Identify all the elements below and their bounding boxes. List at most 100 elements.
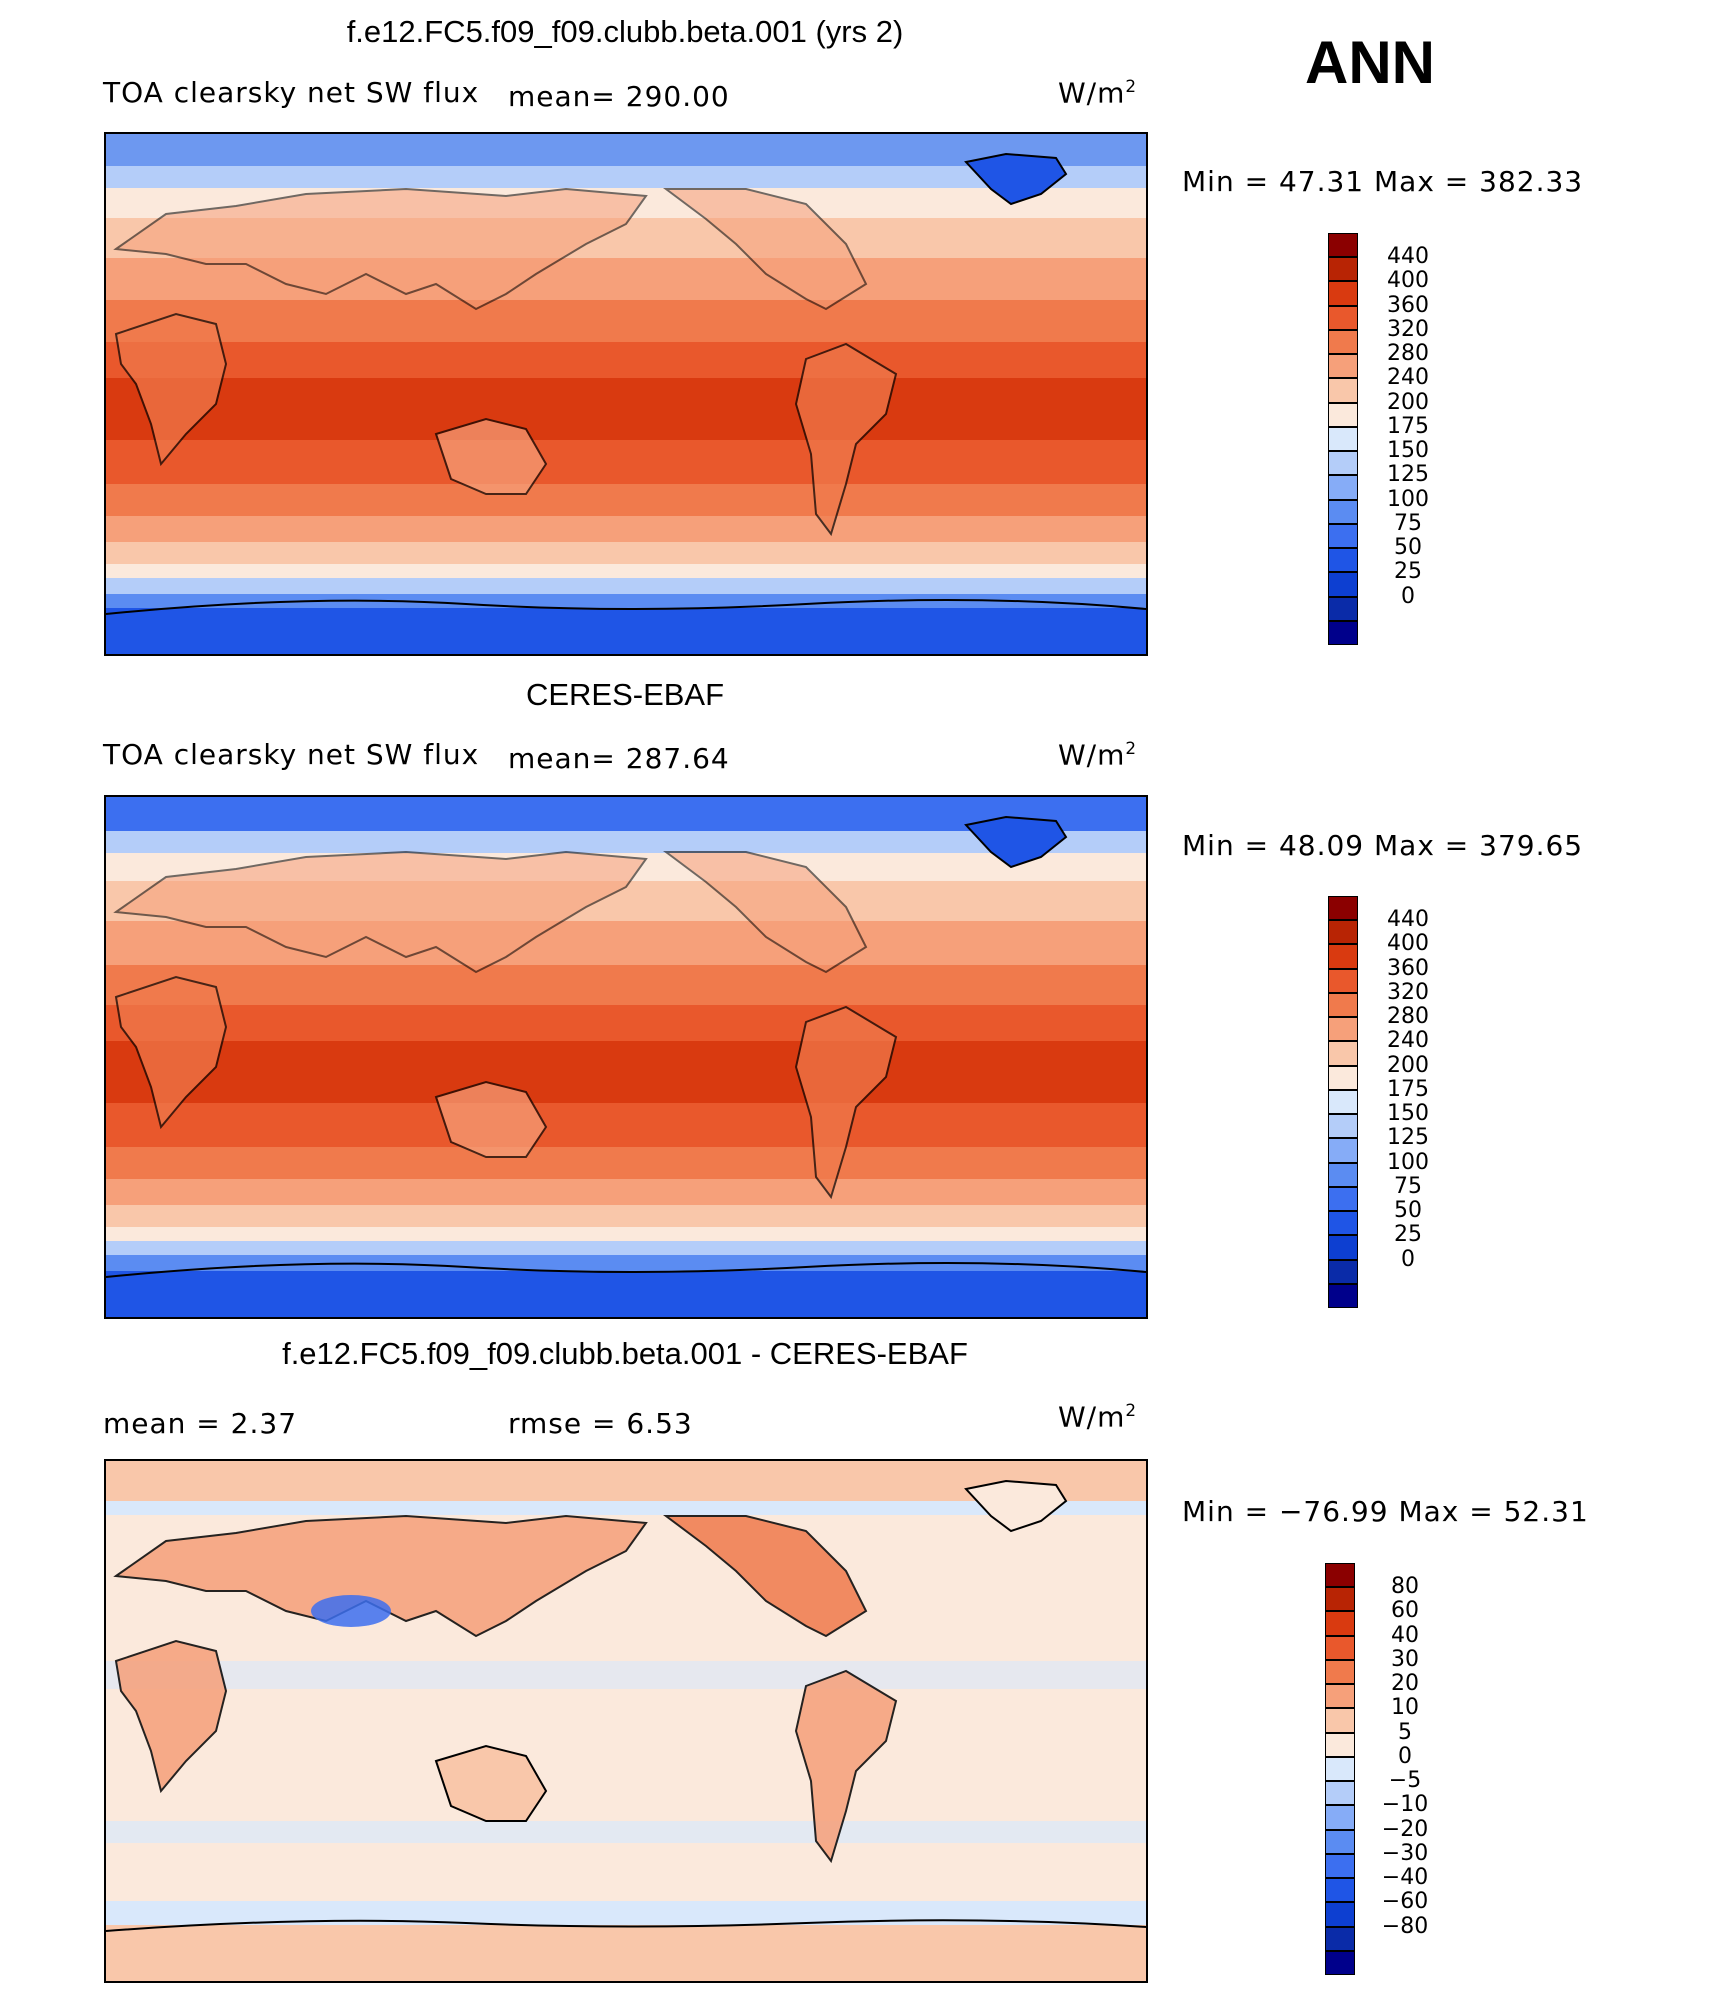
colorbar-swatch [1325,1805,1355,1830]
colorbar-swatch [1325,1781,1355,1806]
colorbar-tick-label: 240 [1387,365,1429,391]
colorbar-tick-label: 150 [1387,438,1429,464]
colorbar-tick-label: 5 [1398,1719,1412,1745]
colorbar-tick-label: 175 [1387,413,1429,439]
colorbar-swatch [1325,1708,1355,1733]
colorbar-tick-label: 80 [1391,1574,1419,1600]
colorbar-swatch [1328,354,1358,379]
colorbar-tick-label: 25 [1394,1222,1422,1248]
colorbar-tick-label: 280 [1387,1004,1429,1030]
colorbar-tick-label: 50 [1394,1198,1422,1224]
colorbar-swatch [1328,944,1358,969]
colorbar-swatch [1325,1950,1355,1975]
colorbar-tick-label: 200 [1387,1052,1429,1078]
colorbar-swatch [1325,1563,1355,1588]
panel-2-map [104,795,1148,1319]
colorbar-tick-label: −30 [1381,1840,1429,1866]
colorbar-swatch [1325,1732,1355,1757]
colorbar-swatch [1325,1635,1355,1660]
colorbar-tick-label: 25 [1394,559,1422,585]
panel-3-units: W/m2 [1058,1400,1138,1434]
panel-1-colorbar: 440 400 360 320 280 240 200 175 150 125 100 75 50 25 0 [1328,233,1429,645]
colorbar-swatch [1328,451,1358,476]
colorbar-tick-label: 75 [1394,510,1422,536]
colorbar-swatch [1328,305,1358,330]
panel-2-units: W/m2 [1058,738,1138,772]
colorbar-tick-label: 175 [1387,1076,1429,1102]
colorbar-swatch [1325,1756,1355,1782]
season-label: ANN [1305,29,1435,96]
panel-3-min-max: Min = −76.99 Max = 52.31 [1182,1495,1589,1528]
colorbar-swatch [1328,402,1358,427]
colorbar-tick-label: 240 [1387,1028,1429,1054]
colorbar-swatch [1328,896,1358,921]
colorbar-tick-label: 60 [1391,1598,1419,1624]
colorbar-swatch [1325,1926,1355,1951]
panel-2-map-svg [106,797,1146,1317]
colorbar-tick-label: 320 [1387,316,1429,342]
panel-1-variable-label: TOA clearsky net SW flux [103,76,480,109]
colorbar-swatch [1325,1659,1355,1685]
colorbar-swatch [1328,1283,1358,1308]
colorbar-swatch [1328,920,1358,945]
panel-1-units: W/m2 [1058,76,1138,110]
colorbar-tick-label: −5 [1388,1768,1422,1794]
panel-1-map [104,132,1148,656]
colorbar-tick-label: 400 [1387,931,1429,957]
colorbar-swatch [1328,257,1358,282]
colorbar-swatch [1328,329,1358,355]
colorbar-swatch [1328,475,1358,500]
colorbar-tick-label: 440 [1387,907,1429,933]
panel-3-rmse-label: rmse = 6.53 [508,1407,693,1440]
panel-1-map-svg [106,134,1146,654]
colorbar-swatch [1328,572,1358,597]
colorbar-swatch [1328,1114,1358,1139]
colorbar-tick-label: 100 [1387,1149,1429,1175]
panel-2-mean-label: mean= 287.64 [508,742,730,775]
colorbar-swatch [1325,1684,1355,1709]
colorbar-tick-label: 440 [1387,244,1429,270]
colorbar-tick-label: 125 [1387,462,1429,488]
panel-3-map [104,1459,1148,1983]
colorbar-tick-label: 10 [1391,1695,1419,1721]
colorbar-swatch [1328,1235,1358,1260]
colorbar-swatch [1328,499,1358,524]
colorbar-swatch [1328,426,1358,452]
panel-3-mean-label: mean = 2.37 [103,1407,298,1440]
panel-1-mean-label: mean= 290.00 [508,80,730,113]
colorbar-tick-label: −20 [1381,1816,1429,1842]
colorbar-tick-label: −60 [1381,1889,1429,1915]
colorbar-tick-label: 75 [1394,1173,1422,1199]
colorbar-tick-label: 0 [1401,583,1415,609]
colorbar-swatch [1328,596,1358,621]
colorbar-tick-label: 20 [1391,1671,1419,1697]
colorbar-swatch [1325,1829,1355,1854]
colorbar-tick-label: 320 [1387,979,1429,1005]
panel-2-variable-label: TOA clearsky net SW flux [103,738,480,771]
colorbar-tick-label: 0 [1398,1743,1412,1769]
panel-3-title: f.e12.FC5.f09_f09.clubb.beta.001 - CERES… [282,1336,968,1371]
panel-2-colorbar: 440 400 360 320 280 240 200 175 150 125 100 75 50 25 0 [1328,896,1429,1308]
colorbar-swatch [1328,1186,1358,1212]
colorbar-tick-label: 400 [1387,268,1429,294]
colorbar-swatch [1328,620,1358,645]
colorbar-swatch [1328,281,1358,306]
panel-3-map-svg [106,1461,1146,1981]
colorbar-swatch [1325,1587,1355,1612]
colorbar-tick-label: −40 [1381,1865,1429,1891]
colorbar-swatch [1325,1902,1355,1927]
colorbar-tick-label: 40 [1391,1622,1419,1648]
colorbar-tick-label: 280 [1387,341,1429,367]
colorbar-swatch [1328,1089,1358,1115]
colorbar-tick-label: 0 [1401,1246,1415,1272]
colorbar-swatch [1328,992,1358,1018]
colorbar-swatch [1328,1138,1358,1163]
colorbar-tick-label: 200 [1387,389,1429,415]
colorbar-swatch [1328,1065,1358,1090]
colorbar-swatch [1328,548,1358,573]
colorbar-swatch [1328,1211,1358,1236]
panel-1-title: f.e12.FC5.f09_f09.clubb.beta.001 (yrs 2) [346,14,904,49]
colorbar-swatch [1328,1259,1358,1284]
colorbar-tick-label: 50 [1394,535,1422,561]
colorbar-tick-label: 100 [1387,486,1429,512]
